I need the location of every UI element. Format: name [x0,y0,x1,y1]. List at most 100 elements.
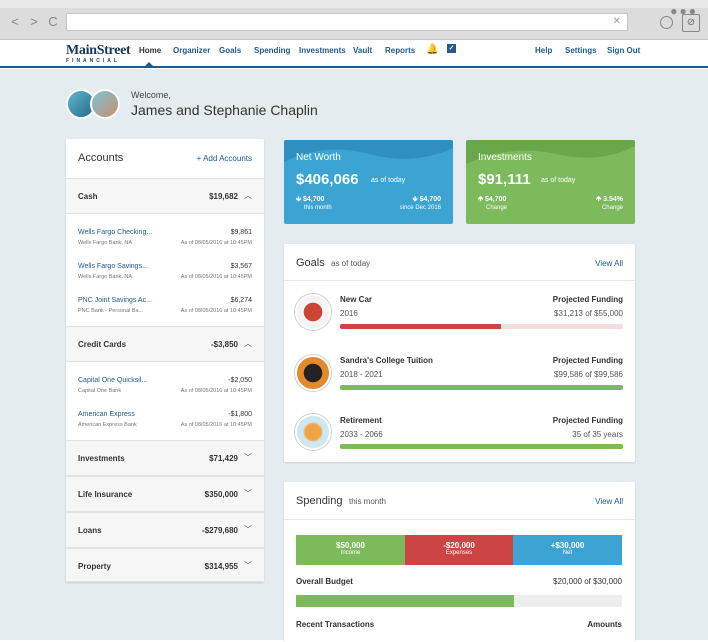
chevron-down-icon[interactable]: ﹀ [244,561,252,570]
group-amount: -$3,850 [210,340,238,349]
income-segment[interactable]: $50,000 Income [296,535,405,565]
goal-years: 2033 - 2066 [340,430,383,439]
address-bar[interactable]: ✕ [66,13,628,31]
goal-progress-bar [340,324,623,329]
account-balance: -$1,800 [228,411,252,418]
tile-change-1: 🡻 $4,700 [296,196,325,203]
group-life-insurance[interactable]: Life Insurance $350,000 ﹀ [66,476,264,512]
goal-name[interactable]: Sandra's College Tuition [340,356,433,365]
group-property[interactable]: Property $314,955 ﹀ [66,548,264,582]
nav-organizer[interactable]: Organizer [173,46,211,55]
nav-home[interactable]: Home [139,46,162,55]
forward-icon[interactable]: > [30,14,38,29]
account-date: As of 08/05/2016 at 10:45PM [180,308,252,314]
budget-progress-bar [296,595,622,607]
nav-sign-out[interactable]: Sign Out [607,46,641,55]
list-item[interactable]: PNC Joint Savings Ac... PNC Bank - Perso… [66,287,264,321]
projected-funding-label: Projected Funding [552,356,623,365]
account-balance: $3,567 [230,263,252,270]
account-name[interactable]: Wells Fargo Checking... [78,229,153,236]
add-accounts-link[interactable]: + Add Accounts [196,154,252,163]
group-credit-cards[interactable]: Credit Cards -$3,850 ︿ [66,326,264,362]
active-nav-indicator [144,62,154,67]
car-icon [295,294,331,330]
projected-funding-label: Projected Funding [552,416,623,425]
goal-name[interactable]: New Car [340,295,373,304]
group-label: Credit Cards [78,340,127,349]
nav-vault[interactable]: Vault [353,46,373,55]
group-cash[interactable]: Cash $19,682 ︿ [66,178,264,214]
tile-change-2-label: Change [601,205,623,211]
graduation-icon [295,355,331,391]
nav-spending[interactable]: Spending [254,46,291,55]
extension-icon[interactable]: ⊘ [682,14,700,32]
close-icon[interactable]: ✕ [612,16,621,27]
expenses-label: Expenses [445,550,473,556]
tile-title: Net Worth [296,152,341,163]
net-label: Net [562,550,573,556]
group-investments[interactable]: Investments $71,429 ﹀ [66,440,264,476]
expenses-segment[interactable]: -$20,000 Expenses [405,535,513,565]
chevron-up-icon[interactable]: ︿ [244,339,252,348]
goals-title: Goals [296,257,325,269]
reload-icon[interactable]: C [48,14,58,29]
account-name[interactable]: American Express [78,411,135,418]
list-item[interactable]: Wells Fargo Savings... Wells Fargo Bank,… [66,253,264,287]
projected-funding-value: 35 of 35 years [572,430,623,439]
goals-subtitle: as of today [331,259,371,268]
globe-icon[interactable] [660,16,673,29]
wave-decoration [466,140,635,164]
goal-years: 2016 [340,309,358,318]
group-amount: $19,682 [209,192,238,201]
nav-investments[interactable]: Investments [299,46,346,55]
recent-transactions-label: Recent Transactions [296,620,375,629]
bank-name: PNC Bank - Personal Ba... [78,308,144,314]
group-amount: -$279,680 [201,526,238,535]
tile-value: $91,111 [478,171,531,188]
tile-title: Investments [478,152,532,163]
tile-change-1-label: this month [304,205,332,211]
nav-goals[interactable]: Goals [219,46,242,55]
account-name[interactable]: Capital One Quicksil... [78,377,148,384]
projected-funding-label: Projected Funding [552,295,623,304]
checklist-icon[interactable]: ✓ [447,44,456,53]
back-icon[interactable]: < [11,14,19,29]
net-segment[interactable]: +$30,000 Net [513,535,622,565]
nav-reports[interactable]: Reports [385,46,416,55]
group-loans[interactable]: Loans -$279,680 ﹀ [66,512,264,548]
chevron-down-icon[interactable]: ﹀ [244,489,252,498]
nav-help[interactable]: Help [535,46,553,55]
account-balance: $6,274 [230,297,252,304]
account-name[interactable]: Wells Fargo Savings... [78,263,148,270]
chevron-up-icon[interactable]: ︿ [244,191,252,200]
group-label: Investments [78,454,125,463]
welcome-label: Welcome, [131,90,171,100]
income-value: $50,000 [336,541,365,550]
accounts-panel: Accounts + Add Accounts Cash $19,682 ︿ W… [66,139,264,582]
list-item[interactable]: Wells Fargo Checking... Wells Fargo Bank… [66,219,264,253]
spending-view-all-link[interactable]: View All [595,497,623,506]
top-navigation: MainStreet FINANCIAL Home Organizer Goals… [0,40,708,68]
goals-view-all-link[interactable]: View All [595,259,623,268]
budget-value: $20,000 of $30,000 [553,577,622,586]
net-value: +$30,000 [550,541,585,550]
tile-value: $406,066 [296,171,359,188]
bank-name: Wells Fargo Bank, NA [78,274,133,280]
account-name[interactable]: PNC Joint Savings Ac... [78,297,152,304]
retirement-icon [295,414,331,450]
wave-decoration [284,140,453,162]
chevron-down-icon[interactable]: ﹀ [244,525,252,534]
bell-icon[interactable]: 🔔 [426,44,439,55]
nav-settings[interactable]: Settings [565,46,597,55]
list-item[interactable]: Capital One Quicksil... Capital One Bank… [66,367,264,401]
goals-panel: Goals as of today View All New Car 2016 … [284,244,635,462]
projected-funding-value: $99,586 of $99,586 [554,370,623,379]
list-item[interactable]: American Express American Express Bank -… [66,401,264,435]
investments-tile[interactable]: Investments $91,111 as of today 🡹 $4,700… [466,140,635,224]
goal-name[interactable]: Retirement [340,416,382,425]
logo[interactable]: MainStreet FINANCIAL [66,43,131,64]
net-worth-tile[interactable]: Net Worth $406,066 as of today 🡻 $4,700 … [284,140,453,224]
amounts-label: Amounts [587,620,622,629]
account-date: As of 08/05/2016 at 10:45PM [180,240,252,246]
chevron-down-icon[interactable]: ﹀ [244,453,252,462]
